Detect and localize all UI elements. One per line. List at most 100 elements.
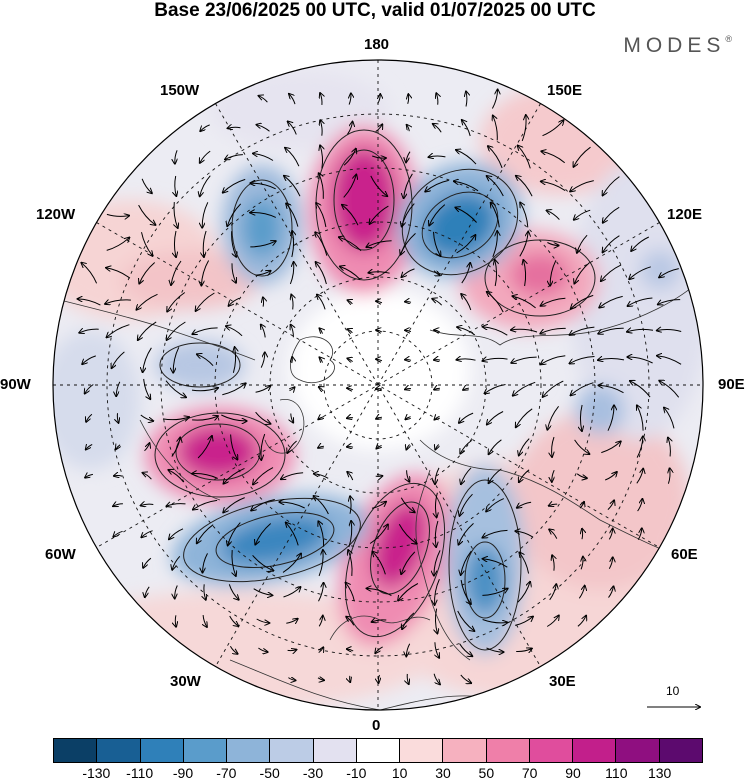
wind-vector — [407, 125, 410, 132]
wind-vector — [228, 522, 241, 546]
wind-vector — [513, 381, 536, 395]
wind-vector — [483, 529, 508, 537]
colorbar-tick-label: 30 — [435, 765, 451, 781]
wind-vector — [318, 521, 325, 547]
wind-vector — [607, 405, 614, 431]
wind-vector — [516, 408, 533, 427]
wind-vector — [483, 358, 508, 361]
colorbar-tick-label: 110 — [605, 765, 628, 781]
wind-vector — [250, 213, 277, 218]
wind-vector — [378, 94, 381, 105]
wind-vector — [404, 173, 413, 198]
colorbar-ticks: -130 -110 -90 -70 -50 -30 -10 10 30 50 70 90 110 130 — [53, 765, 703, 783]
wind-vector — [541, 151, 566, 164]
wind-vector — [462, 120, 471, 137]
wind-vector — [113, 530, 123, 536]
wind-vector — [571, 294, 594, 308]
wind-vector — [482, 589, 507, 596]
wind-vector — [521, 115, 526, 142]
wind-vector — [261, 433, 266, 460]
wind-vector — [286, 523, 299, 546]
wind-vector — [576, 473, 587, 478]
wind-vector — [574, 262, 590, 284]
wind-vector — [257, 125, 270, 132]
wind-vector — [541, 297, 566, 306]
wind-vector — [577, 234, 588, 253]
wind-vector — [371, 502, 386, 509]
wind-vector — [466, 92, 467, 107]
wind-vector — [291, 295, 293, 310]
colorbar-swatch — [400, 739, 444, 762]
wind-vector — [547, 242, 558, 246]
wind-vector — [631, 236, 650, 251]
wind-vector — [637, 528, 642, 540]
wind-vector — [376, 417, 382, 419]
wind-vector — [378, 674, 379, 683]
wind-vector — [429, 156, 446, 157]
wind-vector — [143, 473, 152, 480]
colorbar-swatch — [313, 739, 357, 762]
wind-vector — [460, 579, 471, 604]
wind-vector — [482, 619, 508, 623]
wind-vector — [599, 385, 624, 394]
wind-vector — [406, 643, 411, 657]
wind-vector — [82, 355, 96, 364]
wind-vector — [319, 387, 323, 391]
wind-vector — [85, 384, 94, 394]
lon-label-120e: 120E — [667, 206, 703, 223]
wind-vector — [435, 416, 440, 419]
wind-vector — [284, 176, 301, 197]
wind-vector — [144, 443, 150, 452]
wind-vector — [459, 412, 474, 423]
wind-vector — [285, 148, 300, 167]
wind-vectors — [78, 90, 682, 685]
wind-vector — [657, 356, 682, 365]
wind-vector — [376, 330, 383, 332]
wind-vector — [433, 673, 440, 685]
wind-vector — [486, 498, 504, 512]
wind-vector — [574, 439, 590, 454]
wind-vector — [434, 388, 440, 389]
wind-vector — [230, 434, 238, 460]
wind-vector — [253, 467, 274, 485]
colorbar-swatch — [270, 739, 314, 762]
wind-vector — [319, 647, 324, 652]
wind-vector — [314, 496, 329, 515]
wind-vector — [405, 302, 412, 303]
contour-lines — [154, 129, 596, 651]
wind-vector — [659, 268, 679, 278]
colorbar-tick-label: -110 — [126, 765, 154, 781]
wind-vector — [407, 470, 410, 481]
colorbar-swatch — [140, 739, 184, 762]
wind-vector — [541, 181, 566, 192]
colorbar-tick-label: 10 — [391, 765, 408, 781]
wind-vector — [320, 120, 322, 136]
wind-vector — [630, 381, 651, 398]
wind-vector — [229, 297, 240, 306]
map-disc — [53, 60, 703, 710]
wind-vector — [570, 326, 595, 335]
wind-vector — [512, 296, 536, 309]
wind-vector — [263, 297, 264, 307]
wind-vector — [435, 578, 440, 605]
wind-vector — [542, 120, 564, 137]
wind-vector — [138, 321, 157, 340]
wind-vector — [552, 555, 554, 571]
wind-vector — [664, 408, 675, 429]
wind-vector — [318, 550, 323, 577]
wind-vector — [171, 260, 182, 285]
wind-vector — [489, 468, 502, 483]
wind-vector — [197, 436, 212, 459]
wind-vector — [200, 150, 211, 163]
wind-vector — [456, 150, 477, 165]
wind-vector — [256, 618, 270, 623]
wind-vector — [519, 438, 530, 456]
wind-vector — [459, 523, 474, 544]
colorbar-tick-label: 70 — [521, 765, 538, 781]
wind-vector — [603, 176, 620, 196]
wind-vector — [463, 388, 469, 390]
wind-vector — [292, 357, 293, 364]
wind-vector — [402, 612, 415, 629]
wind-vector — [283, 587, 301, 598]
wind-vector — [137, 293, 158, 309]
